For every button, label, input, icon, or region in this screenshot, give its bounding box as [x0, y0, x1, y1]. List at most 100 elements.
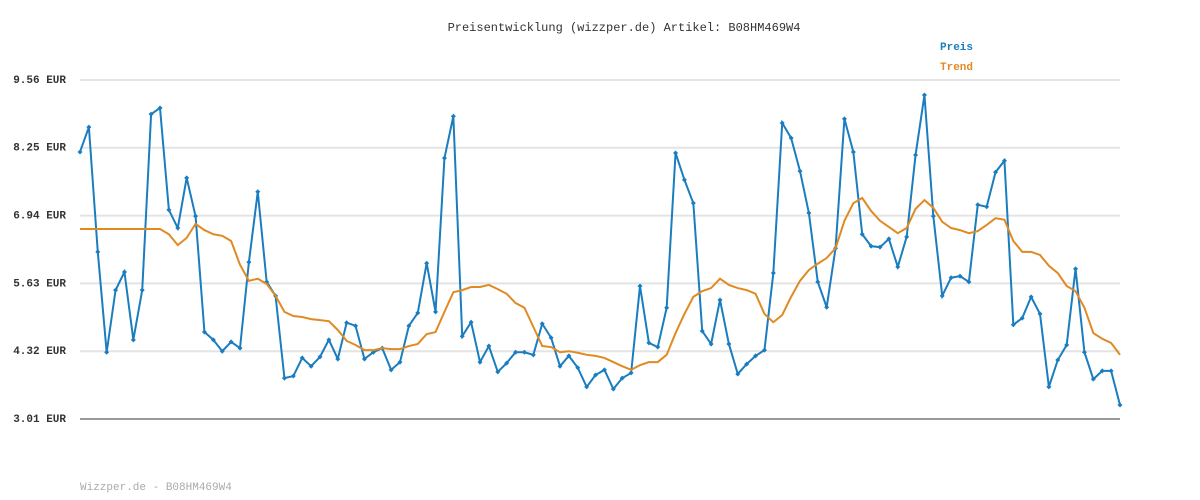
point: [628, 370, 634, 376]
point: [1046, 384, 1052, 390]
point: [575, 365, 581, 371]
point: [761, 347, 767, 353]
point: [788, 135, 794, 141]
point: [255, 189, 261, 195]
point: [699, 328, 705, 334]
point: [353, 323, 359, 329]
point: [308, 363, 314, 369]
point: [593, 372, 599, 378]
point: [735, 371, 741, 377]
point: [975, 202, 981, 208]
point: [993, 169, 999, 175]
point: [281, 375, 287, 381]
point: [290, 373, 296, 379]
point: [148, 111, 154, 117]
y-tick-label: 8.25 EUR: [13, 143, 66, 155]
point: [566, 353, 572, 359]
point: [433, 309, 439, 315]
point: [690, 200, 696, 206]
point: [664, 305, 670, 311]
point: [584, 384, 590, 390]
point: [344, 320, 350, 326]
point: [1064, 342, 1070, 348]
point: [1055, 357, 1061, 363]
point: [317, 354, 323, 360]
point: [157, 105, 163, 111]
point: [610, 386, 616, 392]
point: [1099, 368, 1105, 374]
point: [450, 113, 456, 119]
legend-label: Preis: [940, 42, 973, 54]
point: [619, 375, 625, 381]
point: [797, 168, 803, 174]
point: [210, 337, 216, 343]
point: [850, 149, 856, 155]
point: [530, 352, 536, 358]
point: [717, 297, 723, 303]
point: [246, 259, 252, 265]
point: [930, 213, 936, 219]
point: [913, 152, 919, 158]
point: [335, 356, 341, 362]
series-line: [80, 196, 1121, 371]
point: [1010, 322, 1016, 328]
point: [726, 341, 732, 347]
point: [504, 360, 510, 366]
point: [424, 260, 430, 266]
point: [984, 204, 990, 210]
point: [175, 225, 181, 231]
point: [415, 310, 421, 316]
point: [513, 349, 519, 355]
point: [824, 304, 830, 310]
y-tick-label: 9.56 EUR: [13, 75, 66, 87]
point: [904, 234, 910, 240]
y-tick-label: 4.32 EUR: [13, 346, 66, 358]
point: [673, 150, 679, 156]
point: [486, 343, 492, 349]
point: [139, 287, 145, 293]
point: [361, 356, 367, 362]
point: [681, 177, 687, 183]
point: [166, 207, 172, 213]
y-tick-label: 3.01 EUR: [13, 414, 66, 426]
y-tick-label: 5.63 EUR: [13, 278, 66, 290]
point: [1117, 402, 1123, 408]
point: [326, 337, 332, 343]
point: [921, 92, 927, 98]
point: [1028, 294, 1034, 300]
footer: Wizzper.de - B08HM469W4: [80, 482, 232, 494]
point: [868, 243, 874, 249]
point: [646, 340, 652, 346]
point: [708, 341, 714, 347]
point: [1081, 349, 1087, 355]
point: [557, 363, 563, 369]
point: [886, 236, 892, 242]
point: [744, 361, 750, 367]
point: [877, 244, 883, 250]
point: [495, 369, 501, 375]
chart-title: Preisentwicklung (wizzper.de) Artikel: B…: [448, 21, 801, 35]
point: [770, 270, 776, 276]
point: [548, 335, 554, 341]
point: [1073, 266, 1079, 272]
point: [1001, 158, 1007, 164]
y-tick-label: 6.94 EUR: [13, 211, 66, 223]
point: [521, 349, 527, 355]
point: [228, 339, 234, 345]
point: [77, 149, 83, 155]
point: [841, 116, 847, 122]
point: [219, 348, 225, 354]
point: [1108, 368, 1114, 374]
point: [1037, 311, 1043, 317]
point: [539, 321, 545, 327]
point: [104, 349, 110, 355]
point: [859, 231, 865, 237]
point: [468, 319, 474, 325]
point: [477, 359, 483, 365]
point: [753, 353, 759, 359]
point: [441, 155, 447, 161]
point: [815, 279, 821, 285]
